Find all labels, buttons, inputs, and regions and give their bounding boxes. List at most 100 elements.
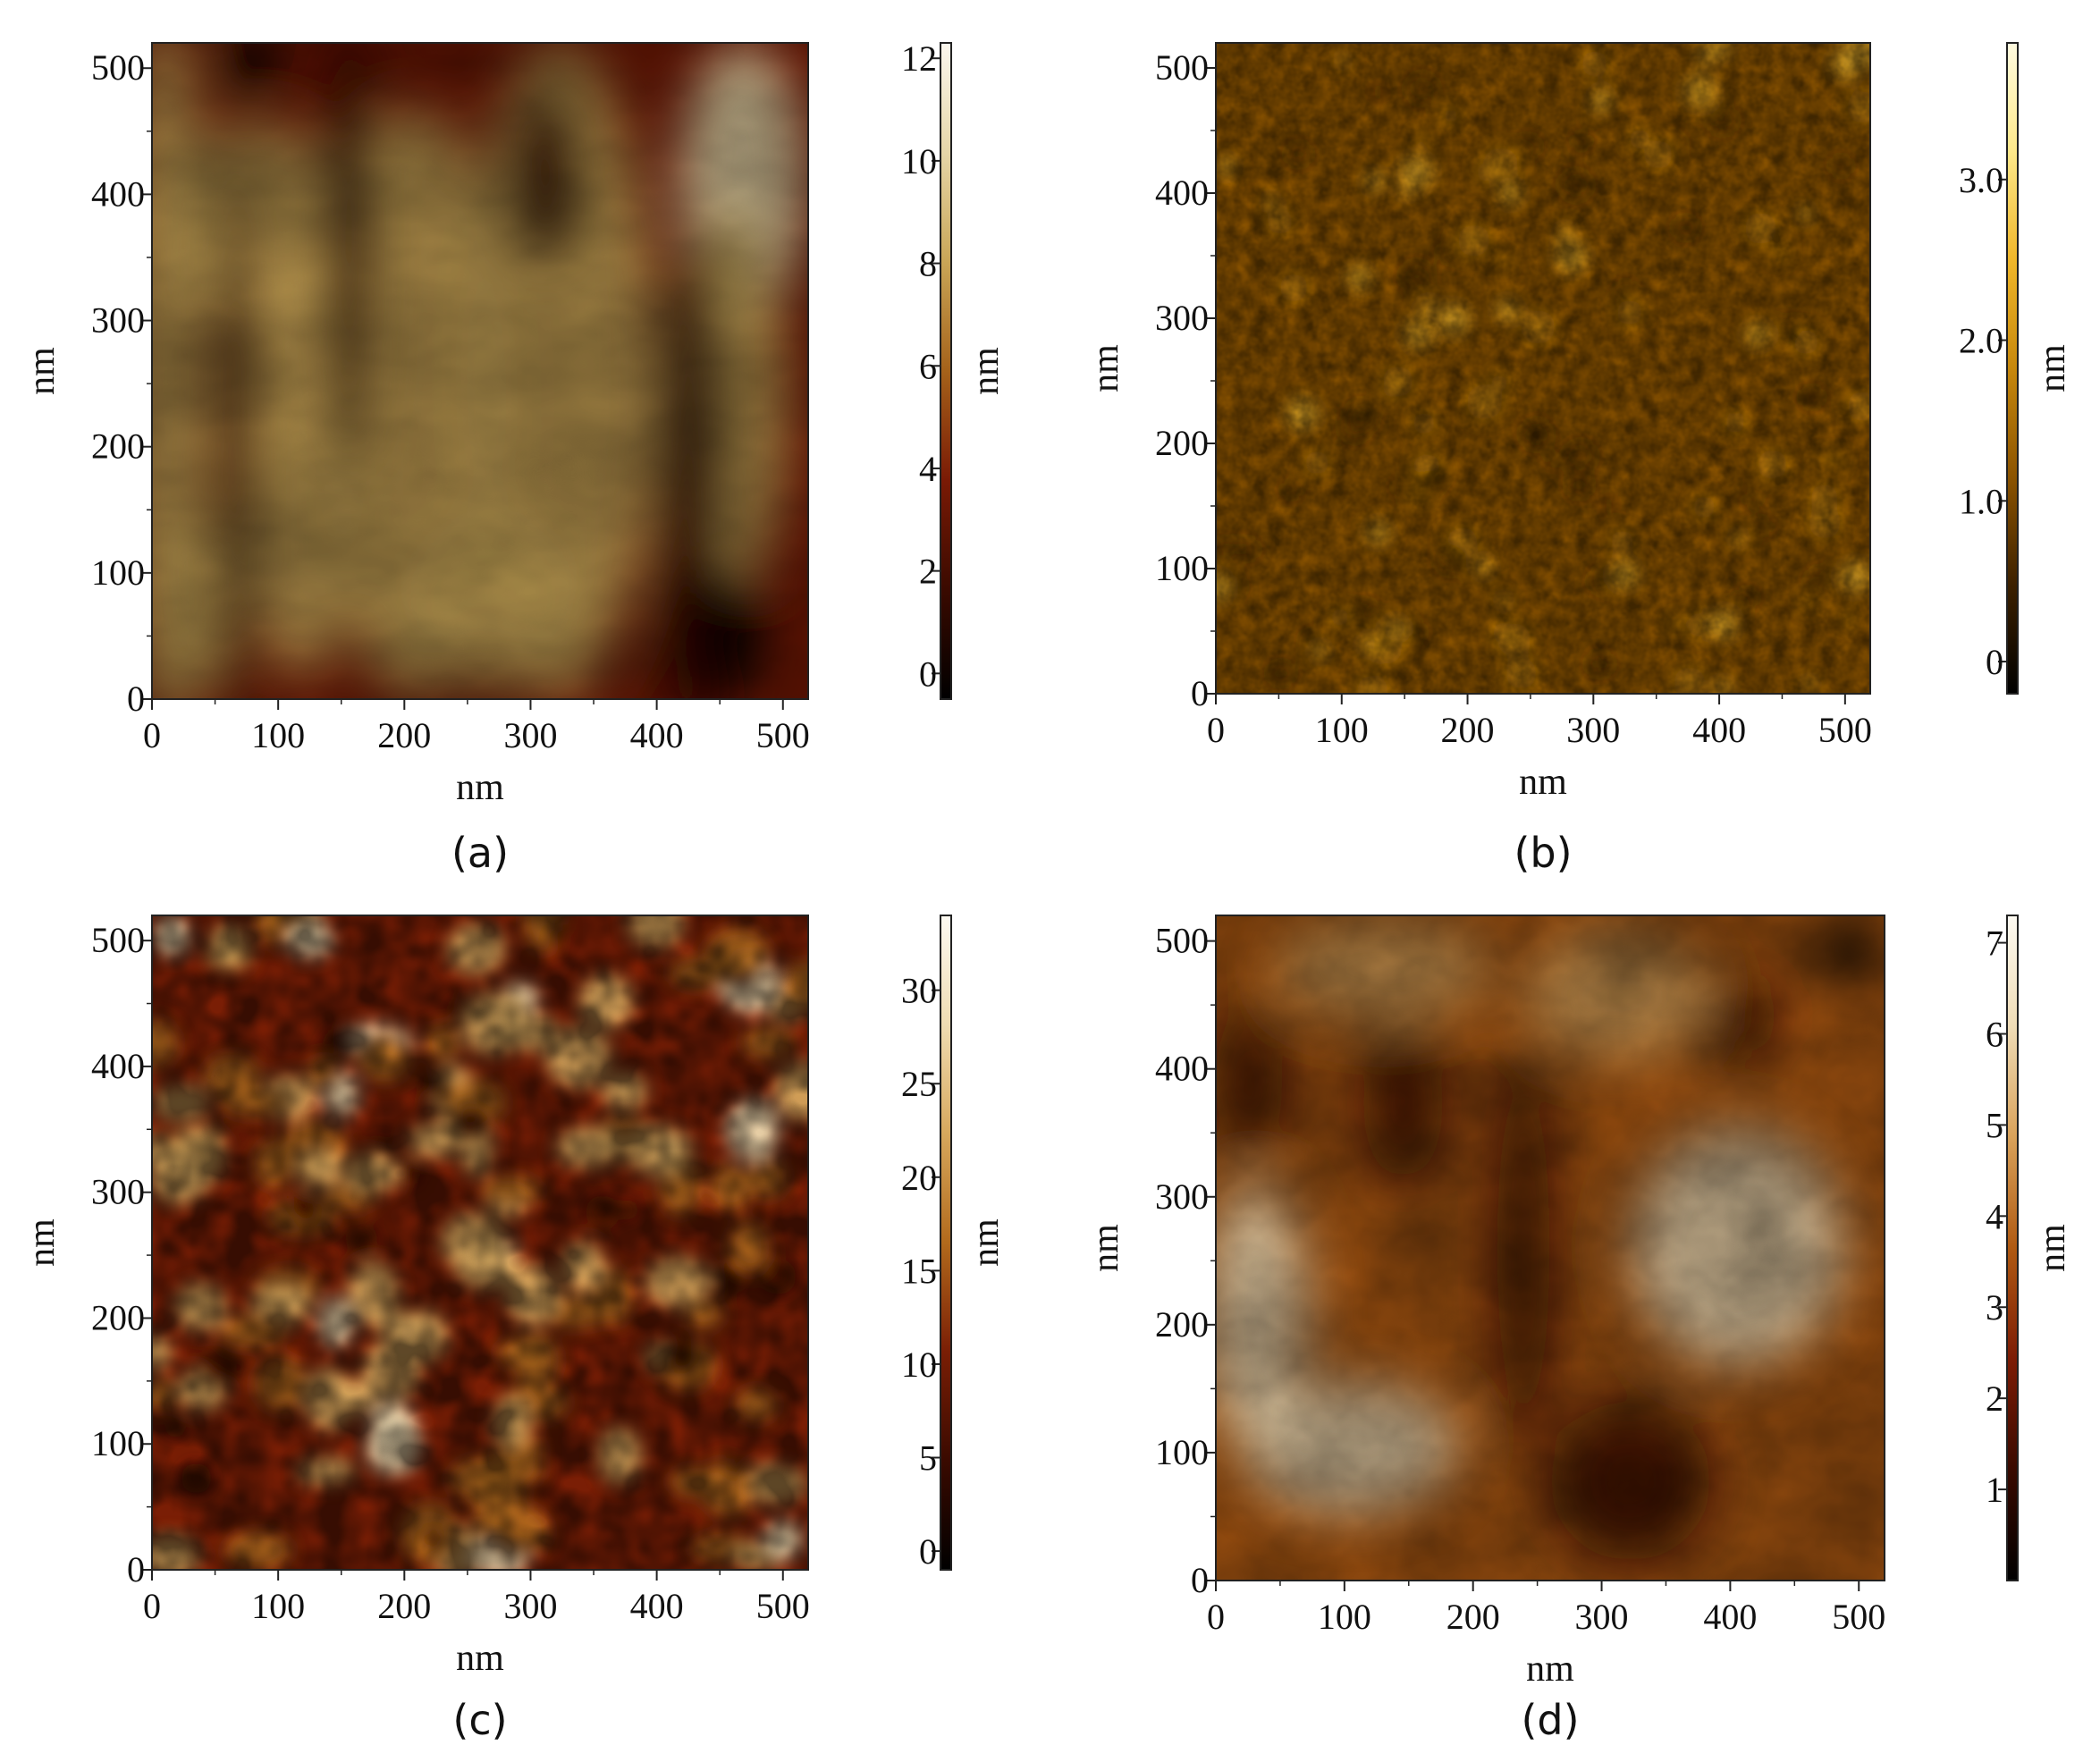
x-tick-label: 0 xyxy=(1207,710,1225,750)
afm-panel-c: 0 100 200 300 400 500 0 100 200 300 400 500 nm nm 0 5 10… xyxy=(21,915,1007,1744)
y-tick-label: 500 xyxy=(1155,921,1209,961)
x-tick-label: 200 xyxy=(1441,710,1495,750)
image-frame xyxy=(1215,915,1885,1581)
x-tick-label: 500 xyxy=(1818,710,1872,750)
x-tick-label: 300 xyxy=(503,1586,557,1626)
panel-label-b: (b) xyxy=(1514,829,1572,877)
y-tick-label: 0 xyxy=(127,1549,145,1589)
colorbar xyxy=(940,915,952,1571)
x-tick-label: 0 xyxy=(143,1586,161,1626)
x-tick-label: 500 xyxy=(756,1586,810,1626)
colorbar-tick-label: 6 xyxy=(919,346,937,386)
y-tick-label: 0 xyxy=(1191,1560,1209,1600)
colorbar-tick-label: 12 xyxy=(901,38,937,79)
topography-image-c xyxy=(152,915,808,1570)
x-axis-label: nm xyxy=(1519,762,1567,803)
colorbar-unit-label: nm xyxy=(2032,344,2073,392)
colorbar-tick-label: 25 xyxy=(901,1064,937,1104)
colorbar-tick-label: 2 xyxy=(919,552,937,592)
y-tick-label: 200 xyxy=(91,1297,145,1337)
x-tick-label: 100 xyxy=(251,715,305,755)
y-tick-label: 300 xyxy=(1155,1176,1209,1217)
x-tick-label: 100 xyxy=(1315,710,1369,750)
x-tick-label: 300 xyxy=(1566,710,1620,750)
image-frame xyxy=(151,915,809,1571)
x-tick-label: 300 xyxy=(503,715,557,755)
y-tick-label: 500 xyxy=(1155,47,1209,88)
colorbar-tick-label: 0 xyxy=(919,1531,937,1572)
colorbar-tick-label: 0 xyxy=(1986,642,2003,682)
colorbar-tick-label: 2.0 xyxy=(1959,321,2003,361)
colorbar xyxy=(2006,42,2019,695)
y-tick-label: 200 xyxy=(1155,423,1209,463)
colorbar xyxy=(2006,915,2019,1581)
y-tick-label: 400 xyxy=(91,1046,145,1086)
colorbar-tick-label: 8 xyxy=(919,244,937,284)
y-axis-label: nm xyxy=(1085,1224,1126,1272)
afm-panel-a: 0 100 200 300 400 500 0 100 200 300 400 500 nm nm 0 2 4 6… xyxy=(21,38,1007,877)
y-tick-label: 0 xyxy=(1191,673,1209,713)
x-tick-label: 200 xyxy=(377,715,431,755)
colorbar-tick-label: 30 xyxy=(901,971,937,1011)
colorbar-tick-label: 3.0 xyxy=(1959,160,2003,200)
x-tick-label: 500 xyxy=(1832,1597,1885,1637)
x-tick-label: 500 xyxy=(756,715,810,755)
colorbar-tick-label: 7 xyxy=(1986,923,2003,964)
afm-panel-d: 0 100 200 300 400 500 0 100 200 300 400 500 nm nm 1 2 3 4… xyxy=(1085,915,2073,1744)
y-tick-label: 300 xyxy=(91,1172,145,1212)
panel-label-c: (c) xyxy=(452,1696,507,1744)
y-axis-label: nm xyxy=(21,1218,63,1267)
colorbar-tick-label: 5 xyxy=(1986,1105,2003,1145)
colorbar-tick-label: 10 xyxy=(901,141,937,181)
y-tick-label: 300 xyxy=(1155,298,1209,338)
colorbar-tick-label: 3 xyxy=(1986,1287,2003,1328)
x-tick-label: 300 xyxy=(1575,1597,1629,1637)
y-tick-label: 500 xyxy=(91,920,145,960)
panel-label-d: (d) xyxy=(1521,1696,1579,1744)
colorbar-unit-label: nm xyxy=(2032,1224,2073,1272)
y-tick-label: 200 xyxy=(91,426,145,467)
colorbar-tick-label: 5 xyxy=(919,1438,937,1479)
y-axis-label: nm xyxy=(21,347,63,395)
y-tick-label: 100 xyxy=(1155,548,1209,588)
x-axis-label: nm xyxy=(1526,1648,1574,1690)
topography-image-b xyxy=(1216,43,1870,694)
colorbar-unit-label: nm xyxy=(966,347,1007,395)
afm-panel-b: 0 100 200 300 400 500 0 100 200 300 400 500 nm nm 0 1.0… xyxy=(1085,42,2073,877)
y-tick-label: 100 xyxy=(91,1423,145,1463)
colorbar-tick-label: 4 xyxy=(1986,1196,2003,1236)
x-tick-label: 0 xyxy=(1207,1597,1225,1637)
colorbar-unit-label: nm xyxy=(966,1218,1007,1267)
y-tick-label: 400 xyxy=(1155,173,1209,213)
x-tick-label: 400 xyxy=(630,715,684,755)
colorbar-tick-label: 6 xyxy=(1986,1014,2003,1054)
x-tick-label: 400 xyxy=(630,1586,684,1626)
x-tick-label: 100 xyxy=(1318,1597,1371,1637)
y-tick-label: 400 xyxy=(91,173,145,214)
colorbar-tick-label: 1.0 xyxy=(1959,481,2003,521)
colorbar xyxy=(940,42,952,700)
colorbar-tick-label: 2 xyxy=(1986,1378,2003,1419)
x-tick-label: 200 xyxy=(377,1586,431,1626)
y-tick-label: 100 xyxy=(1155,1432,1209,1472)
y-tick-label: 100 xyxy=(91,552,145,593)
y-tick-label: 500 xyxy=(91,47,145,88)
colorbar-tick-label: 10 xyxy=(901,1345,937,1385)
topography-image-d xyxy=(1216,915,1885,1581)
x-axis-label: nm xyxy=(456,1638,504,1679)
x-tick-label: 200 xyxy=(1446,1597,1500,1637)
colorbar-tick-label: 0 xyxy=(919,653,937,694)
y-tick-label: 400 xyxy=(1155,1049,1209,1089)
y-tick-label: 200 xyxy=(1155,1304,1209,1345)
x-tick-label: 100 xyxy=(251,1586,305,1626)
x-axis-label: nm xyxy=(456,767,504,808)
image-frame xyxy=(151,42,809,700)
colorbar-tick-label: 15 xyxy=(901,1251,937,1291)
colorbar-tick-label: 1 xyxy=(1986,1470,2003,1510)
y-tick-label: 0 xyxy=(127,679,145,719)
panel-label-a: (a) xyxy=(451,829,509,877)
image-frame xyxy=(1215,42,1871,695)
colorbar-tick-label: 4 xyxy=(919,449,937,489)
x-tick-label: 400 xyxy=(1692,710,1746,750)
x-tick-label: 400 xyxy=(1703,1597,1757,1637)
